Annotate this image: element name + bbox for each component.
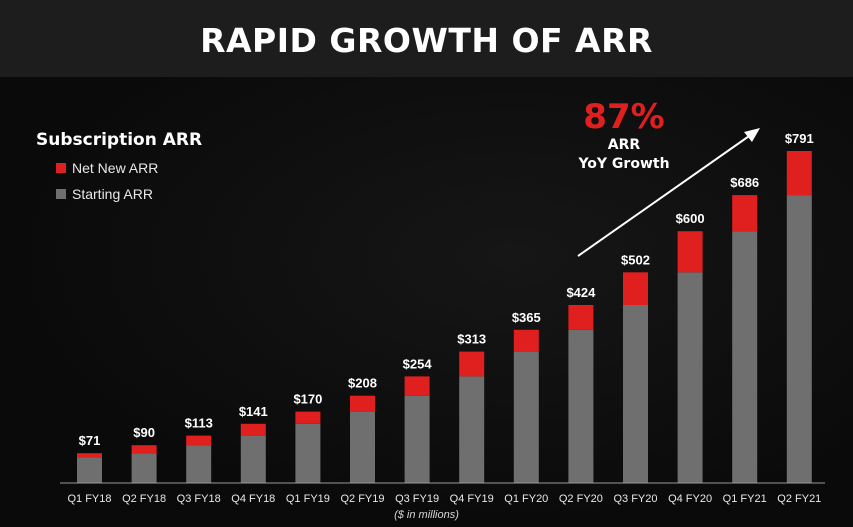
- total-label-7: $313: [457, 332, 486, 347]
- growth-label-arr: ARR: [607, 137, 641, 153]
- legend-item-net-new: Net New ARR: [36, 160, 202, 176]
- bar-net-new-5: [350, 395, 375, 412]
- legend-swatch-starting: [56, 189, 66, 199]
- bar-net-new-6: [404, 376, 430, 396]
- x-tick-labels: Q1 FY18 Q2 FY18 Q3 FY18 Q4 FY18 Q1 FY19 Q2 FY…: [67, 493, 821, 505]
- bar-starting-10: [623, 305, 648, 483]
- total-label-6: $254: [403, 356, 433, 371]
- bar-net-new-0: [77, 453, 102, 458]
- bar-starting-0: [77, 457, 102, 483]
- bar-net-new-11: [677, 231, 703, 273]
- bar-starting-1: [131, 453, 157, 483]
- bar-starting-13: [786, 195, 812, 483]
- x-tick-label-5: Q2 FY19: [340, 493, 384, 505]
- bar-starting-9: [568, 329, 594, 483]
- legend-label-starting: Starting ARR: [72, 186, 153, 202]
- legend: Subscription ARR Net New ARR Starting AR…: [36, 130, 202, 212]
- x-tick-label-12: Q1 FY21: [723, 493, 767, 505]
- growth-percentage: 87%: [583, 97, 665, 137]
- total-label-8: $365: [512, 310, 541, 325]
- bar-starting-11: [677, 272, 703, 483]
- bar-net-new-8: [513, 329, 539, 352]
- x-tick-label-1: Q2 FY18: [122, 493, 166, 505]
- bar-net-new-7: [459, 351, 485, 377]
- bar-net-new-9: [568, 305, 594, 330]
- x-tick-label-11: Q4 FY20: [668, 493, 712, 505]
- bar-starting-6: [404, 395, 430, 483]
- bar-starting-2: [186, 445, 212, 483]
- bar-starting-12: [732, 231, 758, 483]
- x-tick-label-2: Q3 FY18: [177, 493, 221, 505]
- bar-net-new-3: [240, 423, 266, 436]
- total-label-2: $113: [185, 416, 213, 431]
- total-label-9: $424: [566, 285, 596, 300]
- total-label-1: $90: [133, 425, 155, 440]
- bar-net-new-1: [131, 445, 157, 454]
- total-label-0: $71: [79, 433, 101, 448]
- total-label-4: $170: [293, 392, 322, 407]
- bar-net-new-10: [623, 272, 648, 305]
- growth-callout: 87% ARR YoY Growth: [560, 98, 688, 174]
- total-label-12: $686: [730, 175, 759, 190]
- units-footnote: ($ in millions): [394, 509, 459, 521]
- bar-net-new-2: [186, 435, 212, 446]
- growth-arrow: [577, 128, 760, 257]
- x-tick-label-9: Q2 FY20: [559, 493, 603, 505]
- legend-item-starting: Starting ARR: [36, 186, 202, 202]
- bar-starting-3: [240, 435, 266, 483]
- total-labels: $71 $90 $113 $141 $170 $208 $254 $313 $365 $424 $5…: [79, 131, 814, 448]
- total-label-10: $502: [621, 252, 650, 267]
- total-label-13: $791: [785, 131, 814, 146]
- growth-label-yoy: YoY Growth: [578, 156, 670, 172]
- bar-starting-5: [350, 411, 375, 483]
- x-tick-label-4: Q1 FY19: [286, 493, 330, 505]
- legend-label-net-new: Net New ARR: [72, 160, 159, 176]
- page-title: RAPID GROWTH OF ARR: [200, 21, 653, 60]
- header-bar: RAPID GROWTH OF ARR: [0, 0, 853, 77]
- x-tick-label-6: Q3 FY19: [395, 493, 439, 505]
- bar-net-new-4: [295, 411, 321, 424]
- bar-net-new-13: [786, 151, 812, 196]
- total-label-5: $208: [348, 376, 377, 391]
- bar-net-new-12: [732, 195, 758, 232]
- bars-group: [77, 151, 812, 483]
- x-tick-label-3: Q4 FY18: [231, 493, 275, 505]
- bar-starting-8: [513, 351, 539, 483]
- total-label-3: $141: [239, 404, 268, 419]
- total-label-11: $600: [676, 211, 705, 226]
- bar-starting-7: [459, 376, 485, 483]
- bar-starting-4: [295, 423, 321, 483]
- legend-title: Subscription ARR: [36, 130, 203, 150]
- x-tick-label-10: Q3 FY20: [613, 493, 657, 505]
- x-tick-label-0: Q1 FY18: [67, 493, 111, 505]
- legend-swatch-net-new: [56, 163, 66, 173]
- x-tick-label-7: Q4 FY19: [450, 493, 494, 505]
- x-tick-label-13: Q2 FY21: [777, 493, 821, 505]
- x-tick-label-8: Q1 FY20: [504, 493, 548, 505]
